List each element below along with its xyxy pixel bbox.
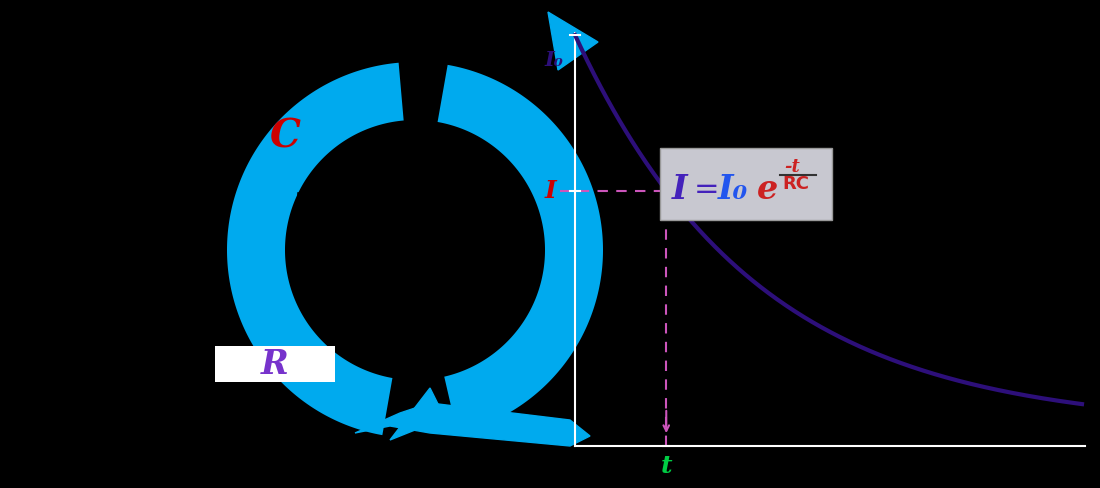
FancyBboxPatch shape: [214, 346, 336, 382]
Text: I: I: [672, 173, 688, 206]
Text: =: =: [694, 175, 719, 204]
Polygon shape: [390, 388, 446, 440]
Text: R: R: [261, 347, 289, 381]
Text: I: I: [544, 179, 556, 203]
Text: e: e: [757, 173, 779, 206]
Polygon shape: [438, 65, 603, 433]
Text: C: C: [270, 117, 300, 155]
Text: RC: RC: [782, 176, 808, 193]
Text: -t: -t: [784, 159, 800, 177]
FancyBboxPatch shape: [660, 148, 832, 220]
Text: t: t: [660, 454, 672, 478]
Polygon shape: [227, 63, 404, 435]
Polygon shape: [548, 12, 598, 70]
Polygon shape: [355, 403, 590, 446]
Text: I₀: I₀: [718, 173, 748, 206]
Text: I₀: I₀: [544, 50, 563, 70]
